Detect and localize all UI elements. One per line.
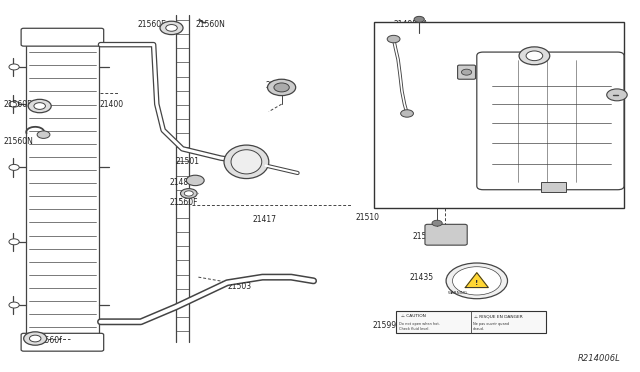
Text: 21515E: 21515E xyxy=(381,113,410,122)
Text: ⚠ RISQUE EN DANGER: ⚠ RISQUE EN DANGER xyxy=(474,314,523,318)
Text: 21435: 21435 xyxy=(410,273,434,282)
Text: 21560E: 21560E xyxy=(3,100,32,109)
Text: 21495AA: 21495AA xyxy=(394,20,428,29)
Circle shape xyxy=(9,64,19,70)
Text: 21712M: 21712M xyxy=(534,55,565,64)
FancyBboxPatch shape xyxy=(21,28,104,46)
Text: 21560N: 21560N xyxy=(195,20,225,29)
Circle shape xyxy=(186,175,204,186)
Text: 21560E: 21560E xyxy=(138,20,166,29)
Text: 21515C: 21515C xyxy=(413,150,442,159)
Circle shape xyxy=(9,302,19,308)
Text: ⚠ CAUTION: ⚠ CAUTION xyxy=(401,314,426,318)
Circle shape xyxy=(184,191,193,196)
Text: 21515: 21515 xyxy=(394,61,418,70)
Text: 21599N: 21599N xyxy=(372,321,403,330)
Circle shape xyxy=(401,110,413,117)
FancyBboxPatch shape xyxy=(425,224,467,245)
Circle shape xyxy=(9,101,19,107)
Text: 21501: 21501 xyxy=(176,157,200,166)
Text: R214006L: R214006L xyxy=(578,354,621,363)
Text: 21560f: 21560f xyxy=(35,336,62,345)
Text: 21495A: 21495A xyxy=(413,198,442,207)
FancyBboxPatch shape xyxy=(477,52,624,190)
Circle shape xyxy=(452,267,501,295)
Circle shape xyxy=(9,164,19,170)
FancyBboxPatch shape xyxy=(21,333,104,351)
Circle shape xyxy=(29,335,41,342)
Circle shape xyxy=(166,25,177,31)
Circle shape xyxy=(9,239,19,245)
Circle shape xyxy=(160,21,183,35)
Bar xyxy=(374,22,624,208)
Circle shape xyxy=(34,103,45,109)
Bar xyxy=(26,45,99,335)
Text: Ne pas ouvrir quand
chaud.: Ne pas ouvrir quand chaud. xyxy=(473,323,509,331)
Bar xyxy=(396,311,546,333)
Circle shape xyxy=(446,263,508,299)
Circle shape xyxy=(461,69,472,75)
Text: 21417: 21417 xyxy=(253,215,277,224)
Circle shape xyxy=(432,220,442,226)
Text: 21721: 21721 xyxy=(566,94,590,103)
Text: 21560F: 21560F xyxy=(170,198,198,207)
Text: Do not open when hot.
Check fluid level.: Do not open when hot. Check fluid level. xyxy=(399,323,440,331)
Ellipse shape xyxy=(231,150,262,174)
Text: 21510: 21510 xyxy=(355,213,380,222)
Bar xyxy=(541,182,566,192)
Circle shape xyxy=(37,131,50,138)
Circle shape xyxy=(274,83,289,92)
Text: 21430: 21430 xyxy=(266,81,290,90)
Text: WARNING: WARNING xyxy=(447,291,468,295)
Text: 21400: 21400 xyxy=(99,100,124,109)
Text: 21503: 21503 xyxy=(227,282,252,291)
Polygon shape xyxy=(465,273,488,288)
Text: 21560N: 21560N xyxy=(3,137,33,146)
Circle shape xyxy=(28,99,51,113)
Text: !: ! xyxy=(475,280,479,286)
Ellipse shape xyxy=(224,145,269,179)
Circle shape xyxy=(526,51,543,61)
Circle shape xyxy=(607,89,627,101)
Circle shape xyxy=(24,332,47,345)
Text: 21518: 21518 xyxy=(458,61,481,70)
Circle shape xyxy=(414,16,424,22)
Text: 21480: 21480 xyxy=(170,178,194,187)
Circle shape xyxy=(519,47,550,65)
Circle shape xyxy=(387,35,400,43)
Text: 21518+A: 21518+A xyxy=(413,232,448,241)
Circle shape xyxy=(180,189,197,198)
Circle shape xyxy=(268,79,296,96)
FancyBboxPatch shape xyxy=(458,65,476,79)
